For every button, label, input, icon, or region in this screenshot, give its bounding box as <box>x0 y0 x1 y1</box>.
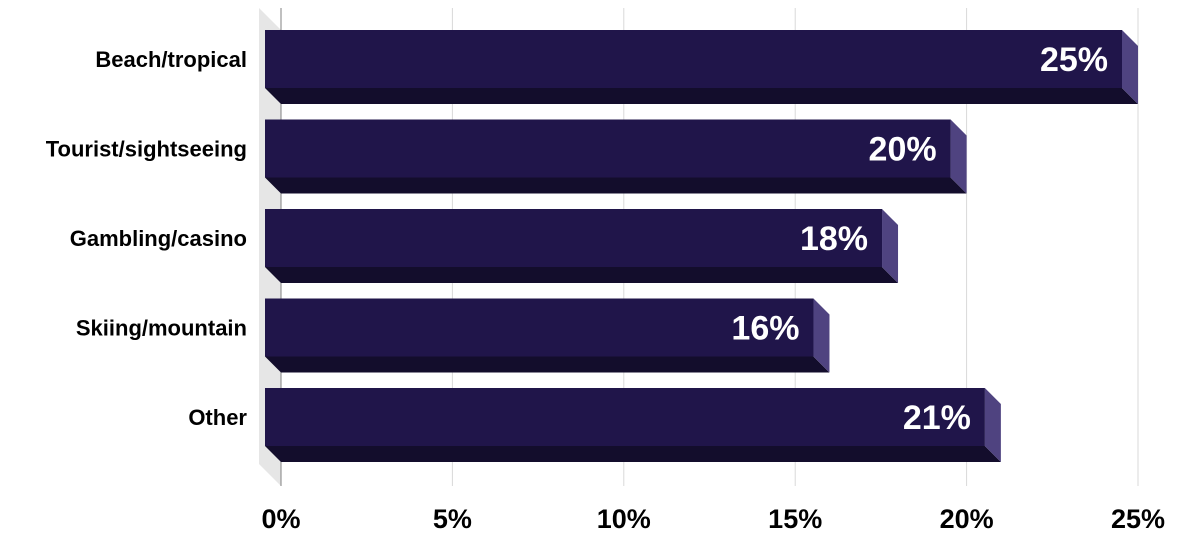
bar-4 <box>265 298 830 373</box>
data-label: 18% <box>800 220 868 258</box>
x-tick-label: 10% <box>597 504 651 534</box>
bar-side-face <box>950 119 967 194</box>
bar-side-face <box>882 209 899 283</box>
bar-side-face <box>813 298 830 373</box>
x-axis-tick-labels: 0% 5% 10% 15% 20% 25% <box>261 504 1165 534</box>
bar-front-face <box>265 209 883 267</box>
bar-5 <box>265 388 1001 462</box>
bar-side-face <box>1122 30 1138 104</box>
bar-bottom-face <box>265 88 1138 104</box>
category-label: Gambling/casino <box>70 226 247 251</box>
category-label: Skiing/mountain <box>76 316 247 341</box>
category-label: Tourist/sightseeing <box>46 137 247 162</box>
bar-bottom-face <box>265 267 899 283</box>
category-label: Beach/tropical <box>95 47 247 72</box>
bar-1 <box>265 30 1138 104</box>
data-label: 16% <box>731 310 799 348</box>
data-label: 25% <box>1040 41 1108 79</box>
bar-bottom-face <box>265 446 1001 462</box>
x-tick-label: 20% <box>940 504 994 534</box>
category-labels: Beach/tropical Tourist/sightseeing Gamblin… <box>46 47 248 430</box>
data-labels: 25% 20% 18% 16% 21% <box>731 41 1108 437</box>
bar-front-face <box>265 388 985 446</box>
x-tick-label: 5% <box>433 504 472 534</box>
bar-bottom-face <box>265 356 830 373</box>
bars <box>265 30 1138 462</box>
bar-bottom-face <box>265 177 967 194</box>
x-tick-label: 0% <box>261 504 300 534</box>
data-label: 20% <box>869 131 937 169</box>
x-tick-label: 15% <box>768 504 822 534</box>
bar-3 <box>265 209 899 283</box>
bar-front-face <box>265 119 951 178</box>
bar-front-face <box>265 298 814 357</box>
data-label: 21% <box>903 399 971 437</box>
bar-front-face <box>265 30 1122 88</box>
category-label: Other <box>188 405 247 430</box>
bar-side-face <box>984 388 1001 462</box>
x-tick-label: 25% <box>1111 504 1165 534</box>
bar-2 <box>265 119 967 194</box>
